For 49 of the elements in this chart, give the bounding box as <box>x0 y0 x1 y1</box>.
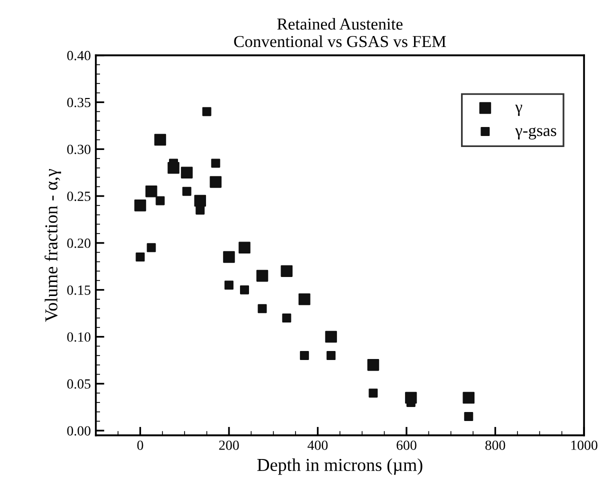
y-tick-label: 0.05 <box>67 379 90 389</box>
x-axis-title: Depth in microns (µm) <box>257 458 422 475</box>
y-axis-title: Volume fraction - α,γ <box>44 168 62 322</box>
point <box>368 388 378 398</box>
point <box>298 293 310 306</box>
point <box>146 243 156 252</box>
point <box>325 330 337 343</box>
point <box>282 314 292 323</box>
point <box>462 392 475 404</box>
y-tick-label: 0.40 <box>67 50 90 60</box>
point <box>134 200 146 212</box>
point <box>154 134 166 146</box>
point <box>326 351 336 360</box>
point <box>211 158 220 168</box>
point <box>224 280 234 290</box>
point <box>256 270 268 282</box>
legend-label: γ <box>515 104 522 116</box>
point <box>300 351 309 360</box>
y-tick-label: 0.15 <box>67 285 90 295</box>
point <box>136 252 145 262</box>
y-tick-label: 0.30 <box>67 144 90 154</box>
point <box>202 107 212 116</box>
point <box>367 359 380 371</box>
point <box>223 251 235 263</box>
legend-label: γ-gsas <box>515 127 556 140</box>
y-tick-label: 0.35 <box>67 98 90 108</box>
y-tick-label: 0.25 <box>67 192 90 202</box>
x-tick-label: 800 <box>485 440 506 450</box>
point <box>156 196 165 206</box>
y-tick-label: 0.00 <box>67 426 90 436</box>
point <box>182 186 192 196</box>
x-tick-label: 400 <box>308 440 328 450</box>
point <box>210 176 222 188</box>
y-tick-label: 0.10 <box>67 332 90 342</box>
point <box>258 304 267 314</box>
y-tick-label: 0.20 <box>67 238 90 248</box>
point <box>194 194 206 207</box>
point <box>240 285 250 294</box>
x-tick-label: 1000 <box>571 440 598 450</box>
x-tick-label: 200 <box>219 440 239 450</box>
x-tick-label: 600 <box>396 440 416 450</box>
point <box>145 185 158 198</box>
point <box>180 166 193 178</box>
point <box>280 265 293 278</box>
x-tick-label: 0 <box>137 440 144 450</box>
point <box>238 242 250 254</box>
point <box>464 412 474 422</box>
point <box>196 206 205 215</box>
chart-title: Retained Austenite Conventional vs GSAS vs FEM <box>234 18 446 48</box>
